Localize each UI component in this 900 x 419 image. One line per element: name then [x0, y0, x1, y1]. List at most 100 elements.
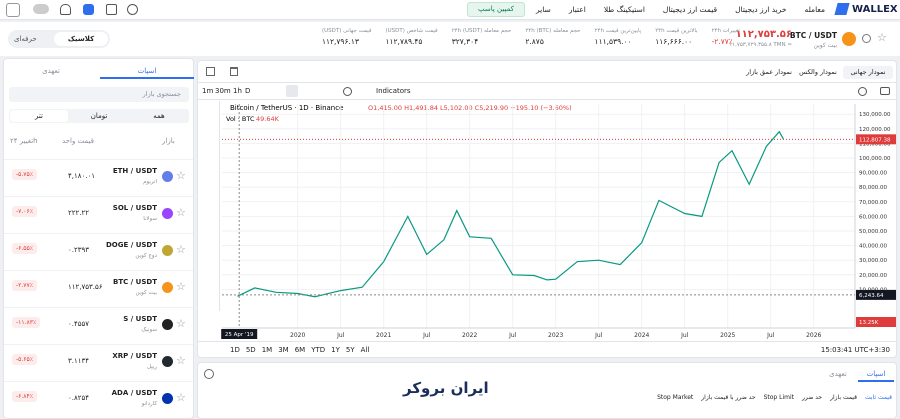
- filter[interactable]: همه: [153, 112, 165, 120]
- star-icon[interactable]: ☆: [176, 206, 186, 219]
- candle-style[interactable]: [286, 85, 298, 97]
- brand[interactable]: WALLEX: [852, 4, 898, 15]
- nav-item[interactable]: معامله: [804, 5, 825, 14]
- app-icon[interactable]: [83, 4, 94, 15]
- column-header: بازار: [162, 137, 175, 145]
- symbol: DOGE / USDT: [105, 241, 157, 249]
- order-type[interactable]: حد ضرر با قیمت بازار: [701, 394, 756, 401]
- trash-icon[interactable]: [230, 67, 238, 76]
- price-chart: Bitcoin / TetherUS · 1D · Binance O1,415…: [221, 104, 896, 339]
- order-type[interactable]: Stop Limit: [763, 394, 794, 401]
- tab[interactable]: تعهدی: [42, 67, 60, 75]
- range-button[interactable]: 3M: [278, 346, 289, 354]
- stat-label: حجم معامله ۲۴h (BTC): [525, 28, 581, 34]
- y-tick-label: 40,000.00: [859, 244, 887, 250]
- price-line: [237, 130, 785, 298]
- star-icon[interactable]: ☆: [176, 169, 186, 182]
- filter[interactable]: تومان: [90, 112, 108, 120]
- clock: 15:03:41 UTC+3:30: [820, 346, 890, 354]
- chart-tab[interactable]: نمودار جهانی: [843, 66, 893, 79]
- stat-value: ۲.۸۷۵: [525, 37, 544, 46]
- theme-toggle[interactable]: [33, 4, 49, 14]
- nav-item[interactable]: سایر: [536, 5, 551, 14]
- mode-option[interactable]: حرفه‌ای: [14, 35, 37, 43]
- price: ۰.۲۳۹۳: [68, 246, 90, 254]
- market-row[interactable]: ☆ S / USDT سونیک ۰.۴۵۵۷ -۱۱.۸۳٪: [4, 307, 193, 343]
- filter[interactable]: تتر: [10, 110, 68, 122]
- brand-icon: [834, 3, 850, 15]
- market-row[interactable]: ☆ XRP / USDT ریپل ۳.۱۱۳۴ -۵.۶۵٪: [4, 344, 193, 380]
- stat: بالاترین قیمت ۲۴h ۱۱۶,۶۶۶.۰۰: [655, 28, 697, 46]
- indicators-button[interactable]: Indicators: [376, 87, 411, 95]
- last-price-tag: [856, 134, 896, 145]
- tab[interactable]: اسپات: [858, 367, 894, 382]
- volume-value: 49.64K: [256, 115, 280, 123]
- market-row[interactable]: ☆ ETH / USDT اتریوم ۴,۱۸۰.۰۱ -۵.۷۵٪: [4, 159, 193, 195]
- range-button[interactable]: 1Y: [331, 346, 340, 354]
- order-type[interactable]: Stop Market: [657, 394, 694, 401]
- settings-icon[interactable]: [858, 87, 867, 96]
- nav-item[interactable]: اعتبار: [568, 5, 586, 14]
- market-row[interactable]: ☆ DOGE / USDT دوج کوین ۰.۲۳۹۳ -۶.۵۵٪: [4, 233, 193, 269]
- range-button[interactable]: 6M: [294, 346, 306, 354]
- add-icon[interactable]: [343, 87, 352, 96]
- campaign-button[interactable]: کمپین پاسپ: [467, 2, 525, 17]
- range-button[interactable]: 1M: [261, 346, 273, 354]
- ticker-name: بیت کوین: [813, 42, 837, 49]
- star-icon[interactable]: ☆: [176, 280, 186, 293]
- interval[interactable]: D: [245, 87, 251, 95]
- change: -۷.۰۶٪: [12, 206, 37, 217]
- x-tick-label: Jul: [422, 332, 431, 339]
- refresh-icon[interactable]: [862, 34, 871, 43]
- chart-tab[interactable]: نمودار عمق بازار: [746, 68, 792, 76]
- range-button[interactable]: All: [360, 346, 370, 354]
- star-icon[interactable]: ☆: [877, 31, 887, 44]
- interval[interactable]: 1h: [233, 87, 242, 95]
- coin-icon: [162, 356, 173, 367]
- stat-value: ۳۲۷,۳۰۴: [451, 37, 479, 46]
- volume-tag: [856, 317, 896, 327]
- drawing-tools: [198, 101, 220, 311]
- star-icon[interactable]: ☆: [176, 317, 186, 330]
- order-type[interactable]: قیمت بازار: [830, 394, 857, 401]
- x-tick-label: 2020: [290, 332, 305, 339]
- range-button[interactable]: YTD: [311, 346, 326, 354]
- star-icon[interactable]: ☆: [176, 391, 186, 404]
- order-type[interactable]: قیمت ثابت: [864, 394, 892, 401]
- star-icon[interactable]: ☆: [176, 354, 186, 367]
- x-tick-label: Jul: [680, 332, 689, 339]
- nav-item[interactable]: استیکینگ طلا: [603, 5, 645, 14]
- chart-tab[interactable]: نمودار والکس: [799, 68, 837, 76]
- wallet-icon[interactable]: [106, 4, 117, 15]
- market-row[interactable]: ☆ SOL / USDT سولانا ۲۲۲.۲۲ -۷.۰۶٪: [4, 196, 193, 232]
- price: ۱۱۲,۷۵۳.۵۶: [68, 283, 103, 291]
- search-input[interactable]: جستجوی بازار: [9, 87, 189, 102]
- info-icon[interactable]: [204, 369, 214, 379]
- tab[interactable]: اسپات: [100, 63, 194, 79]
- order-type[interactable]: حد ضرر: [802, 394, 823, 401]
- volume-label: Vol · BTC: [226, 115, 255, 123]
- bell-icon[interactable]: [60, 4, 71, 15]
- order-panel: اسپات تعهدی قیمت ثابت قیمت بازار حد ضرر Sto…: [197, 362, 897, 419]
- mode-option[interactable]: کلاسیک: [54, 32, 108, 46]
- x-tick-label: Jul: [594, 332, 603, 339]
- nav-item[interactable]: خرید ارز دیجیتال: [735, 5, 787, 14]
- camera-icon[interactable]: [880, 87, 890, 95]
- chart-title: Bitcoin / TetherUS · 1D · Binance: [230, 104, 343, 112]
- range-button[interactable]: 1D: [230, 346, 240, 354]
- star-icon[interactable]: ☆: [176, 243, 186, 256]
- market-row[interactable]: ☆ ADA / USDT کاردانو ۰.۸۲۵۴ -۶.۸۴٪: [4, 381, 193, 417]
- tab[interactable]: تعهدی: [829, 370, 847, 378]
- icon[interactable]: [6, 3, 20, 17]
- interval[interactable]: 30m: [215, 87, 231, 95]
- range-button[interactable]: 5Y: [345, 346, 355, 354]
- nav-item[interactable]: قیمت ارز دیجیتال: [662, 5, 718, 14]
- expand-icon[interactable]: [206, 67, 215, 76]
- top-nav: WALLEX معامله خرید ارز دیجیتال قیمت ارز دی…: [0, 0, 900, 20]
- profile-icon[interactable]: [127, 4, 138, 15]
- stat-value: ۱۱۱,۵۳۹.۰۰: [594, 37, 632, 46]
- range-button[interactable]: 5D: [245, 346, 256, 354]
- coin-name: ریپل: [146, 364, 157, 370]
- interval[interactable]: 1m: [202, 87, 214, 95]
- market-row[interactable]: ☆ BTC / USDT بیت کوین ۱۱۲,۷۵۳.۵۶ -۲.۷۷٪: [4, 270, 193, 306]
